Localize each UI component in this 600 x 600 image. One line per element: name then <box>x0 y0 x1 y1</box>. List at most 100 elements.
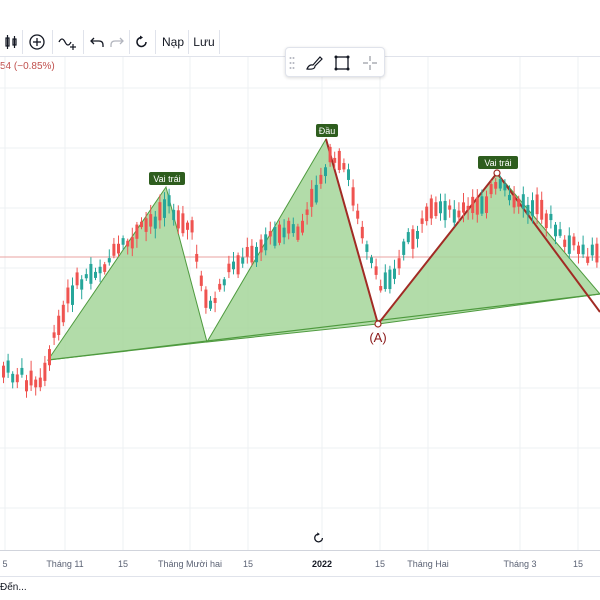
candle-body <box>567 235 571 254</box>
candle-body <box>485 196 488 213</box>
candle-body <box>466 205 470 210</box>
candle-body <box>581 244 585 255</box>
head-and-shoulders-pattern[interactable] <box>46 137 600 361</box>
candle-body <box>52 332 56 338</box>
x-tick-label: Tháng Mười hai <box>158 559 222 569</box>
candle-body <box>494 182 498 189</box>
x-tick-label: 15 <box>242 559 254 569</box>
candle-body <box>57 315 61 336</box>
point-a-marker[interactable] <box>374 320 382 328</box>
candle-body <box>554 224 557 237</box>
candle-body <box>48 349 51 366</box>
drawing-floating-toolbar <box>285 47 385 77</box>
neckline[interactable] <box>47 293 600 361</box>
candle-body <box>379 286 383 291</box>
candle-body <box>190 220 194 233</box>
candle-body <box>563 239 567 247</box>
candle-body <box>370 257 373 264</box>
x-tick-label: Tháng Hai <box>407 559 449 569</box>
candle-body <box>34 379 38 388</box>
drag-handle-icon[interactable] <box>288 51 296 75</box>
candle-body <box>153 216 157 229</box>
price-change-legend: 54 (−0.85%) <box>0 61 55 72</box>
candle-body <box>140 221 143 228</box>
toolbar-separator <box>129 30 130 54</box>
candle-body <box>186 222 189 230</box>
candle-body <box>176 210 180 229</box>
undo-icon[interactable] <box>88 30 106 54</box>
candle-body <box>572 236 576 246</box>
candle-body <box>43 362 47 381</box>
square-icon[interactable] <box>330 51 354 75</box>
candle-body <box>402 241 406 255</box>
candle-body <box>282 227 286 238</box>
candle-body <box>406 232 410 243</box>
candle-body <box>268 231 272 237</box>
toolbar-separator <box>219 30 220 54</box>
candle-body <box>259 239 263 253</box>
candle-body <box>549 213 553 221</box>
candle-body <box>241 257 245 264</box>
plus-circle-icon[interactable] <box>26 30 48 54</box>
candle-body <box>158 202 162 221</box>
right-shoulder-label: Vai trái <box>484 158 511 168</box>
candle-body <box>360 226 364 239</box>
candle-body <box>209 300 212 309</box>
candle-body <box>457 210 461 218</box>
candle-body <box>291 224 295 234</box>
candle-body <box>98 266 102 274</box>
candle-body <box>420 218 424 224</box>
reset-icon[interactable] <box>309 528 329 548</box>
candle-body <box>94 271 97 278</box>
goto-date-button[interactable]: Đến... <box>0 582 27 593</box>
candle-body <box>144 218 148 232</box>
head-label-bg <box>316 124 338 137</box>
chart-area[interactable]: Vai trái Đầu Vai trái (A) <box>0 57 600 550</box>
toolbar-separator <box>52 30 53 54</box>
candle-body <box>255 246 258 263</box>
candle-body <box>199 275 203 286</box>
left-shoulder-label-bg <box>149 172 185 185</box>
candle-body <box>347 169 350 180</box>
candle-body <box>314 184 318 203</box>
x-tick-label: Tháng 11 <box>46 559 84 569</box>
x-axis[interactable]: 5 Tháng 11 15 Tháng Mười hai 15 2022 15 … <box>0 550 600 576</box>
candle-body <box>6 360 10 373</box>
candle-body <box>351 187 355 206</box>
toolbar-separator <box>22 30 23 54</box>
x-tick-label: 15 <box>117 559 129 569</box>
candle-body <box>273 226 277 246</box>
x-tick-label-year: 2022 <box>311 559 333 569</box>
crosshair-icon[interactable] <box>358 51 382 75</box>
redo-icon[interactable] <box>108 30 126 54</box>
candle-body <box>498 179 502 189</box>
refresh-icon[interactable] <box>133 30 151 54</box>
candle-body <box>66 287 70 304</box>
right-shoulder-marker[interactable] <box>493 169 501 177</box>
candle-body <box>232 261 235 270</box>
candle-body <box>475 197 479 215</box>
candle-body <box>296 226 300 240</box>
candle-body <box>411 229 415 249</box>
candle-body <box>512 195 516 208</box>
candles-icon[interactable] <box>2 30 20 54</box>
candle-body <box>103 264 107 272</box>
reload-button[interactable]: Nạp <box>161 35 184 49</box>
candle-body <box>218 283 222 290</box>
x-tick-label: Tháng 3 <box>503 559 537 569</box>
right-shoulder-triangle[interactable] <box>376 172 600 325</box>
candle-body <box>544 213 548 229</box>
save-button[interactable]: Lưu <box>193 35 215 49</box>
candle-body <box>25 380 28 392</box>
candle-body <box>250 245 254 263</box>
head-triangle[interactable] <box>206 137 379 343</box>
candle-body <box>439 201 442 214</box>
candle-body <box>89 263 93 284</box>
candle-body <box>452 209 456 223</box>
candle-body <box>397 258 401 269</box>
candle-body <box>535 194 539 215</box>
candle-body <box>126 240 130 247</box>
brush-icon[interactable] <box>302 51 326 75</box>
indicator-icon[interactable] <box>57 30 79 54</box>
candle-body <box>393 268 396 279</box>
